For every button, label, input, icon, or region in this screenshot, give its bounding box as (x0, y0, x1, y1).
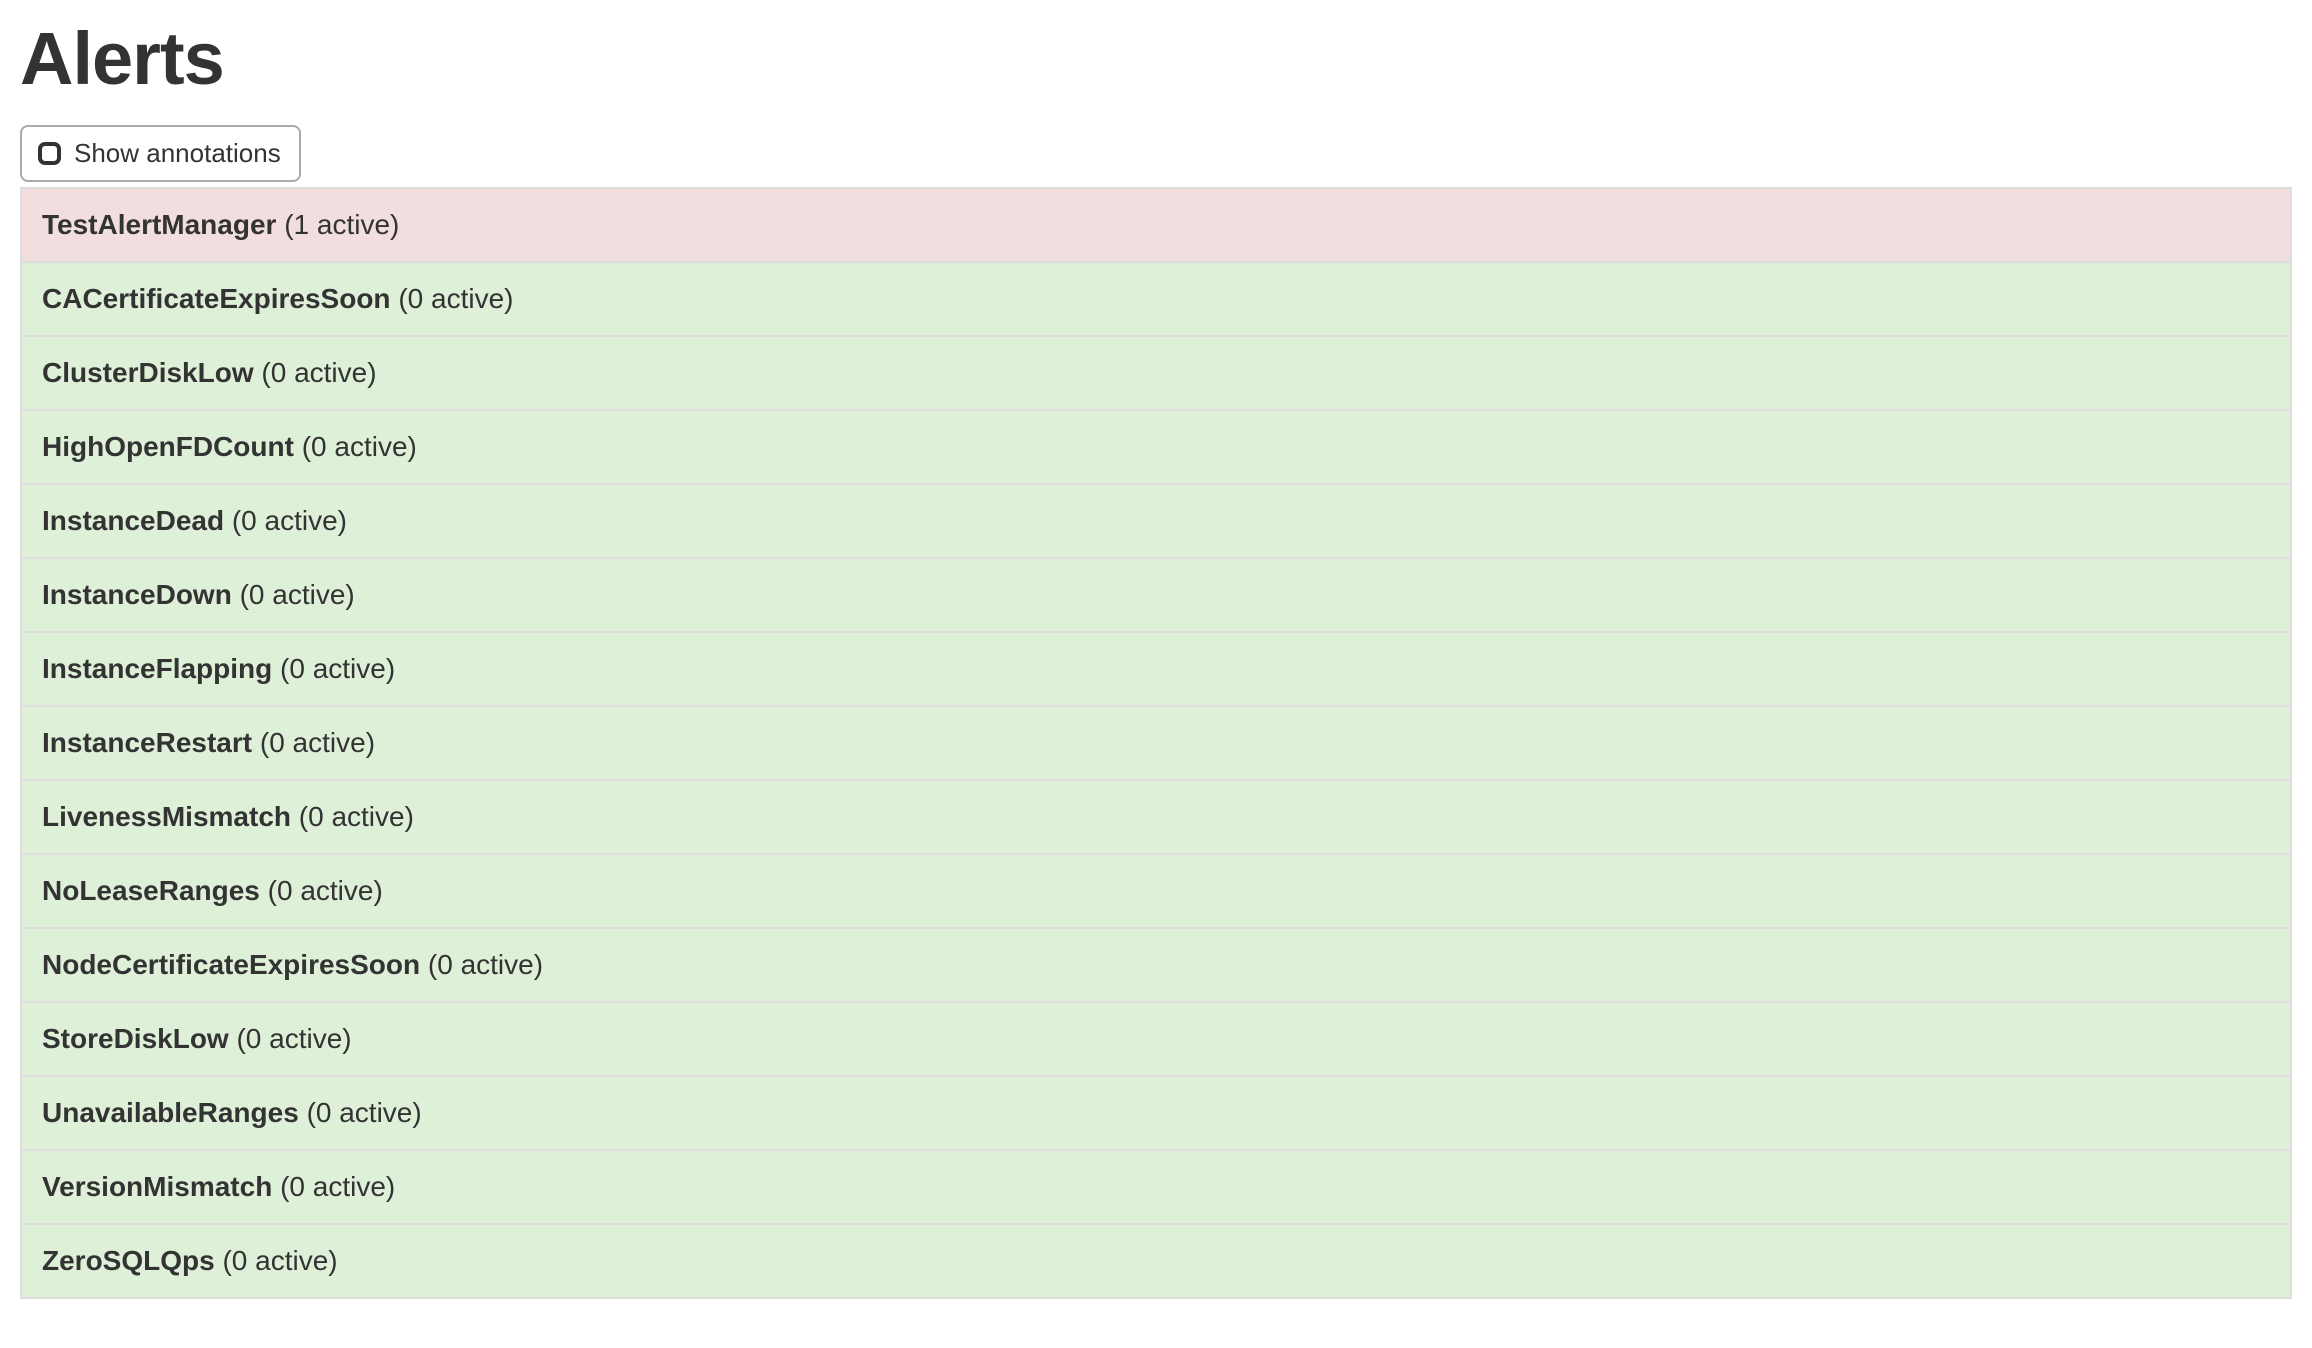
alert-count: (0 active) (267, 875, 383, 907)
alert-row[interactable]: VersionMismatch (0 active) (21, 1149, 2291, 1225)
alert-name: LivenessMismatch (42, 801, 291, 833)
alert-count: (0 active) (280, 653, 396, 685)
alert-row[interactable]: NoLeaseRanges (0 active) (21, 853, 2291, 929)
alert-name: CACertificateExpiresSoon (42, 283, 391, 315)
show-annotations-label: Show annotations (74, 138, 281, 169)
alert-name: ClusterDiskLow (42, 357, 254, 389)
alert-count: (0 active) (236, 1023, 352, 1055)
alert-count: (0 active) (261, 357, 377, 389)
checkbox-icon[interactable] (38, 142, 61, 166)
alert-row[interactable]: ZeroSQLQps (0 active) (21, 1223, 2291, 1299)
alert-row[interactable]: HighOpenFDCount (0 active) (21, 409, 2291, 485)
alert-count: (0 active) (231, 505, 348, 537)
alert-row[interactable]: InstanceDown (0 active) (21, 557, 2291, 633)
alert-name: ZeroSQLQps (42, 1245, 215, 1277)
alerts-table: TestAlertManager (1 active) CACertificat… (20, 187, 2292, 1300)
page-title: Alerts (20, 17, 225, 100)
alert-row[interactable]: InstanceRestart (0 active) (21, 705, 2291, 781)
alert-name: NodeCertificateExpiresSoon (42, 949, 421, 981)
alert-name: HighOpenFDCount (42, 431, 294, 463)
alert-count: (0 active) (398, 283, 514, 315)
alert-count: (0 active) (298, 801, 414, 833)
alert-row[interactable]: TestAlertManager (1 active) (21, 187, 2291, 263)
alert-count: (0 active) (306, 1097, 422, 1129)
alert-name: InstanceDown (42, 579, 232, 611)
alert-name: TestAlertManager (42, 209, 277, 241)
alert-name: VersionMismatch (42, 1171, 273, 1203)
alert-name: InstanceDead (42, 505, 225, 537)
alert-row[interactable]: InstanceDead (0 active) (21, 483, 2291, 559)
alert-count: (0 active) (301, 431, 417, 463)
alert-name: UnavailableRanges (42, 1097, 299, 1129)
alert-count: (0 active) (427, 949, 544, 981)
alert-count: (0 active) (239, 579, 355, 611)
alert-row[interactable]: NodeCertificateExpiresSoon (0 active) (21, 927, 2291, 1003)
alerts-table-body: TestAlertManager (1 active) CACertificat… (21, 187, 2291, 1299)
alert-row[interactable]: ClusterDiskLow (0 active) (21, 335, 2291, 411)
alert-name: InstanceRestart (42, 727, 253, 759)
alert-row[interactable]: UnavailableRanges (0 active) (21, 1075, 2291, 1151)
alert-row[interactable]: InstanceFlapping (0 active) (21, 631, 2291, 707)
alert-name: StoreDiskLow (42, 1023, 229, 1055)
alert-count: (1 active) (284, 209, 400, 241)
alert-count: (0 active) (280, 1171, 396, 1203)
show-annotations-button[interactable]: Show annotations (20, 125, 301, 183)
alert-name: NoLeaseRanges (42, 875, 260, 907)
alert-row[interactable]: StoreDiskLow (0 active) (21, 1001, 2291, 1077)
alert-count: (0 active) (259, 727, 376, 759)
alert-count: (0 active) (222, 1245, 338, 1277)
alert-name: InstanceFlapping (42, 653, 273, 685)
alert-row[interactable]: LivenessMismatch (0 active) (21, 779, 2291, 855)
alerts-page: Alerts Show annotations TestAlertManager… (0, 16, 2312, 1300)
alert-row[interactable]: CACertificateExpiresSoon (0 active) (21, 261, 2291, 337)
